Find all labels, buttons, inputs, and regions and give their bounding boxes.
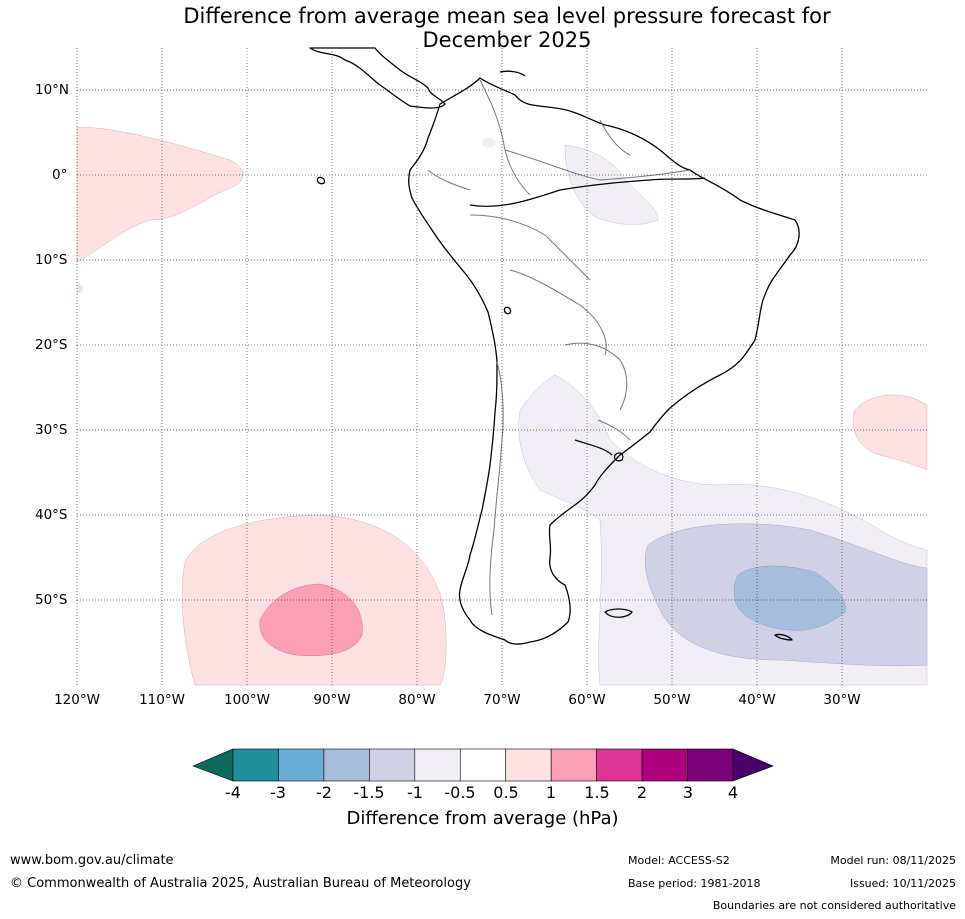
parana-river (574, 439, 613, 456)
colorbar-tick: 2 (636, 783, 648, 802)
borders-layer (427, 79, 691, 616)
south-america-coast (408, 77, 800, 645)
map-title: Difference from average mean sea level p… (0, 4, 965, 52)
central-america-coast (309, 47, 446, 109)
colorbar-tick: 0.5 (493, 783, 519, 802)
footer-model-run: Model run: 08/11/2025 (830, 854, 956, 867)
lake-titicaca (503, 306, 512, 315)
falklands-coast (604, 608, 633, 618)
colorbar-swatch (505, 748, 552, 782)
galapagos-coast (316, 176, 326, 185)
border-bolivia (509, 269, 607, 356)
lon-label-70w: 70°W (483, 692, 521, 708)
colorbar-swatch (687, 748, 734, 782)
lon-label-60w: 60°W (568, 692, 606, 708)
colorbar-tick: -1 (407, 783, 423, 802)
footer-model: Model: ACCESS-S2 (628, 854, 730, 867)
map-title-line-1: Difference from average mean sea level p… (183, 4, 831, 28)
lat-label-30s: 30°S (35, 422, 68, 438)
colorbar-tick: -4 (225, 783, 241, 802)
colorbar-swatch (596, 748, 643, 782)
caribbean-islands-coast (499, 70, 526, 77)
rivers-layer (469, 177, 706, 456)
border-guianas (599, 119, 631, 156)
anomaly-negative-south-atlantic-strong (733, 565, 846, 631)
colorbar-swatch (414, 748, 461, 782)
anomaly-strong-positive-se-pacific (259, 583, 363, 656)
footer-issued: Issued: 10/11/2025 (849, 877, 956, 890)
anomaly-positive-south-atlantic (852, 394, 928, 471)
border-colombia-venezuela (479, 79, 531, 196)
graticule (76, 48, 927, 685)
lat-label-10s: 10°S (35, 252, 68, 268)
colorbar-label: Difference from average (hPa) (346, 808, 619, 829)
lon-label-100w: 100°W (224, 692, 270, 708)
colorbar-swatch (550, 748, 597, 782)
border-uruguay (597, 419, 631, 441)
lon-label-80w: 80°W (398, 692, 436, 708)
coastline-layer (309, 47, 800, 645)
lon-label-50w: 50°W (653, 692, 691, 708)
footer-website: www.bom.gov.au/climate (10, 853, 174, 868)
footer-base-period: Base period: 1981-2018 (628, 877, 761, 890)
border-chile-argentina (489, 361, 504, 616)
colorbar-tick: 4 (727, 783, 739, 802)
border-peru-brazil (469, 214, 591, 281)
colorbar-swatch (459, 748, 507, 782)
colorbar-swatch (641, 748, 688, 782)
colorbar-low-extend (192, 748, 234, 782)
lon-label-30w: 30°W (823, 692, 861, 708)
colorbar-high-extend (732, 748, 774, 782)
lon-label-110w: 110°W (139, 692, 185, 708)
lat-label-10n: 10°N (35, 82, 70, 98)
lat-label-20s: 20°S (35, 337, 68, 353)
footer-copyright: © Commonwealth of Australia 2025, Austra… (10, 876, 471, 891)
anomaly-positive-pacific-small (77, 283, 84, 294)
colorbar-tick: -2 (316, 783, 332, 802)
anomaly-negative-caribbean-dot (481, 137, 496, 148)
colorbar-swatch (278, 748, 325, 782)
lat-label-50s: 50°S (35, 592, 68, 608)
colorbar-tick: 3 (682, 783, 694, 802)
lon-label-90w: 90°W (313, 692, 351, 708)
colorbar-tick: 1 (545, 783, 557, 802)
colorbar-tick: -0.5 (444, 783, 476, 802)
colorbar-tick: 1.5 (584, 783, 610, 802)
colorbar-tick: -3 (270, 783, 286, 802)
anomaly-negative-amazon (564, 144, 659, 225)
anomaly-positive-pacific-equator (76, 126, 244, 263)
colorbar-swatch (323, 748, 370, 782)
lat-label-0: 0° (52, 167, 68, 183)
lake-mirim (613, 452, 624, 462)
colorbar-tick: -1.5 (353, 783, 385, 802)
lon-label-120w: 120°W (54, 692, 100, 708)
lon-label-40w: 40°W (738, 692, 776, 708)
border-paraguay (564, 342, 628, 411)
footer-disclaimer: Boundaries are not considered authoritat… (712, 899, 956, 912)
border-amazon-north (504, 149, 691, 181)
colorbar-swatch (232, 748, 279, 782)
border-ecuador-peru (427, 169, 471, 191)
amazon-river (469, 177, 706, 207)
colorbar-swatch (369, 748, 416, 782)
map-title-line-2: December 2025 (422, 28, 592, 52)
colorbar (192, 748, 774, 782)
south-georgia-coast (774, 633, 793, 641)
lat-label-40s: 40°S (35, 507, 68, 523)
